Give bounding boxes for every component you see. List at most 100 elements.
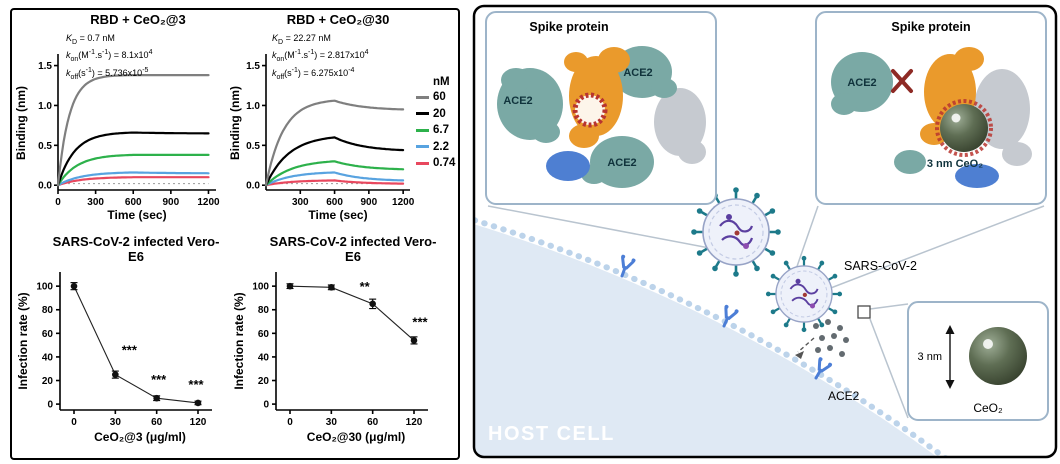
svg-text:0.5: 0.5 <box>38 141 52 152</box>
svg-text:Infection rate (%): Infection rate (%) <box>232 292 246 389</box>
legend-label: 0.74 <box>433 157 456 170</box>
legend-label: 6.7 <box>433 124 449 137</box>
svg-text:CeO₂@30 (μg/ml): CeO₂@30 (μg/ml) <box>307 430 405 444</box>
bli-plot-ceo2-3: 0.0 0.5 1.0 1.5 0 300 600 900 1200 Time (sec) Bind… <box>14 54 220 222</box>
svg-text:0.5: 0.5 <box>246 141 260 152</box>
legend-header: nM <box>433 76 450 88</box>
svg-text:20: 20 <box>258 376 270 387</box>
mechanism-diagram-svg: HOST CELL ACE2 SARS-CoV-2 Spike protein <box>472 4 1058 459</box>
chart-bli-ceo2-30: RBD + CeO₂@30 KD = 22.27 nM kon(M-1.s-1)… <box>226 12 416 231</box>
kd-annotation: KD = 0.7 nM <box>66 33 115 46</box>
svg-text:***: *** <box>188 377 204 392</box>
svg-text:300: 300 <box>87 197 104 208</box>
svg-text:80: 80 <box>258 305 270 316</box>
ceo2-particles <box>813 319 849 357</box>
chart-title: RBD + CeO₂@30 <box>286 12 390 27</box>
svg-text:600: 600 <box>326 197 343 208</box>
spike-protein-label: Spike protein <box>891 20 970 34</box>
blocked-x-icon <box>891 69 913 93</box>
legend-swatch <box>416 128 429 132</box>
legend-swatch <box>416 145 429 149</box>
particles-arrowhead <box>795 351 804 359</box>
svg-text:30: 30 <box>326 417 338 428</box>
svg-text:100: 100 <box>36 282 53 293</box>
svg-text:**: ** <box>360 279 371 294</box>
svg-text:600: 600 <box>125 197 142 208</box>
svg-text:120: 120 <box>406 417 423 428</box>
svg-text:1200: 1200 <box>197 197 220 208</box>
svg-text:***: *** <box>412 314 428 329</box>
svg-text:20: 20 <box>42 376 54 387</box>
ceo2-particle-label: 3 nm CeO₂ <box>927 158 983 170</box>
svg-text:1.5: 1.5 <box>38 61 52 72</box>
inset-spike-ace2-blocked: Spike protein ACE2 3 nm CeO₂ <box>815 11 1047 205</box>
legend-item: 0.74 <box>416 155 455 172</box>
infection-plot-ceo2-3: 0 20 40 60 80 100 0 30 60 120 CeO₂@3 (μg/ml) Infect… <box>16 272 212 444</box>
svg-text:0.0: 0.0 <box>246 181 260 192</box>
legend-item: 2.2 <box>416 139 455 156</box>
chart-title: SARS-CoV-2 infected Vero-E6 <box>269 234 437 264</box>
rbd-wreath <box>935 99 993 157</box>
kinetics-annotations: KD = 0.7 nM kon(M-1.s-1) = 8.1x104 koff(… <box>66 33 152 83</box>
svg-text:900: 900 <box>163 197 180 208</box>
ceo2-nanoparticle <box>940 104 988 152</box>
virus-label: SARS-CoV-2 <box>844 259 917 273</box>
chart-bli-ceo2-3: RBD + CeO₂@3 KD = 0.7 nM kon(M-1.s-1) = … <box>12 12 226 231</box>
svg-text:60: 60 <box>258 329 270 340</box>
legend-label: 20 <box>433 107 446 120</box>
svg-text:80: 80 <box>42 305 54 316</box>
svg-text:120: 120 <box>190 417 207 428</box>
legend-label: 2.2 <box>433 140 449 153</box>
svg-text:60: 60 <box>42 329 54 340</box>
kon-annotation: kon(M-1.s-1) = 2.817x104 <box>272 49 369 64</box>
svg-text:1200: 1200 <box>392 197 415 208</box>
kon-annotation: kon(M-1.s-1) = 8.1x104 <box>66 49 153 64</box>
svg-text:0: 0 <box>287 417 293 428</box>
ceo2-size-box: 3 nm CeO₂ <box>907 301 1049 421</box>
legend-item: 60 <box>416 89 455 106</box>
svg-text:Infection rate (%): Infection rate (%) <box>16 292 30 389</box>
koff-annotation: koff(s-1) = 6.275x10-4 <box>272 66 355 81</box>
particles-arrow <box>797 337 815 353</box>
svg-text:Binding (nm): Binding (nm) <box>14 86 28 160</box>
svg-text:0: 0 <box>55 197 61 208</box>
size-label: 3 nm <box>918 351 942 363</box>
svg-text:40: 40 <box>258 352 270 363</box>
concentration-legend: nM 60 20 6.7 2.2 0.74 <box>416 76 455 172</box>
assay-charts-panel: RBD + CeO₂@3 KD = 0.7 nM kon(M-1.s-1) = … <box>10 8 460 460</box>
chart-infection-ceo2-30: SARS-CoV-2 infected Vero-E6 0 20 40 60 80 100… <box>230 234 444 461</box>
svg-text:0.0: 0.0 <box>38 181 52 192</box>
legend-label: 60 <box>433 91 446 104</box>
ace2-label: ACE2 <box>623 67 652 79</box>
svg-text:***: *** <box>122 343 138 358</box>
legend-swatch <box>416 112 429 116</box>
ceo2-name-label: CeO₂ <box>973 401 1003 415</box>
svg-text:Binding (nm): Binding (nm) <box>228 86 242 160</box>
ceo2-nanoparticle <box>969 327 1027 385</box>
svg-text:900: 900 <box>361 197 378 208</box>
svg-text:300: 300 <box>292 197 309 208</box>
svg-text:60: 60 <box>151 417 163 428</box>
svg-text:0: 0 <box>47 400 53 411</box>
svg-text:0: 0 <box>263 400 269 411</box>
svg-text:100: 100 <box>252 282 269 293</box>
koff-annotation: koff(s-1) = 5.736x10-5 <box>66 66 149 81</box>
chart-infection-ceo2-3: SARS-CoV-2 infected Vero-E6 0 20 40 60 80 100… <box>14 234 226 461</box>
legend-swatch <box>416 95 429 99</box>
ace2-label: ACE2 <box>503 95 532 107</box>
mechanism-panel: HOST CELL ACE2 SARS-CoV-2 Spike protein <box>472 4 1058 459</box>
chart-title: SARS-CoV-2 infected Vero-E6 <box>52 234 220 264</box>
legend-item: 6.7 <box>416 122 455 139</box>
chart-title: RBD + CeO₂@3 <box>90 12 186 27</box>
kd-annotation: KD = 22.27 nM <box>272 33 331 46</box>
svg-text:60: 60 <box>367 417 379 428</box>
svg-text:Time (sec): Time (sec) <box>308 208 367 222</box>
svg-text:Time (sec): Time (sec) <box>107 208 166 222</box>
arrow-down-icon <box>945 380 955 389</box>
arrow-up-icon <box>945 325 955 334</box>
svg-text:0: 0 <box>71 417 77 428</box>
host-cell-label: HOST CELL <box>488 423 615 445</box>
svg-text:1.0: 1.0 <box>38 101 52 112</box>
rbd-wreath <box>575 95 605 125</box>
svg-text:30: 30 <box>110 417 122 428</box>
